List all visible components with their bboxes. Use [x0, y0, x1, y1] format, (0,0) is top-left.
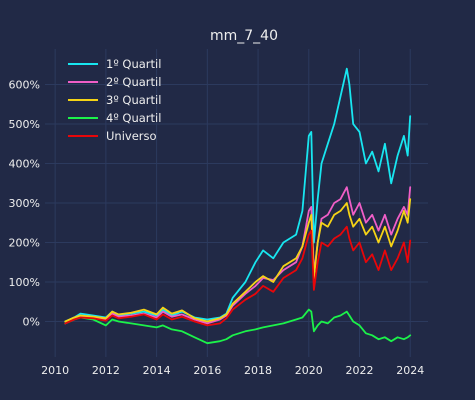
y-tick-label: 400%: [9, 158, 40, 171]
legend-item: 4º Quartil: [68, 111, 161, 125]
x-tick-label: 2024: [396, 364, 424, 377]
legend-label: Universo: [106, 129, 157, 143]
x-tick-label: 2010: [41, 364, 69, 377]
x-tick-label: 2018: [244, 364, 272, 377]
y-tick-label: 0%: [23, 315, 40, 328]
series-line-2: [64, 198, 412, 323]
legend-label: 1º Quartil: [106, 57, 161, 71]
series-line-3: [64, 308, 412, 345]
legend-item: 1º Quartil: [68, 57, 161, 71]
series-line-4: [64, 225, 412, 327]
x-tick-label: 2020: [295, 364, 323, 377]
legend: 1º Quartil 2º Quartil 3º Quartil 4º Quartil…: [68, 57, 161, 143]
series-line-1: [64, 186, 412, 325]
x-tick-label: 2014: [143, 364, 171, 377]
x-axis: 2010 2012 2014 2016 2018 2020 2022 2024: [41, 364, 424, 377]
legend-label: 4º Quartil: [106, 111, 161, 125]
legend-label: 3º Quartil: [106, 93, 161, 107]
legend-item: 3º Quartil: [68, 93, 161, 107]
legend-label: 2º Quartil: [106, 75, 161, 89]
y-tick-label: 500%: [9, 118, 40, 131]
y-tick-label: 600%: [9, 79, 40, 92]
legend-item: Universo: [68, 129, 157, 143]
x-tick-label: 2012: [92, 364, 120, 377]
chart-title: mm_7_40: [210, 28, 278, 44]
y-tick-label: 200%: [9, 236, 40, 249]
y-axis: 0% 100% 200% 300% 400% 500% 600%: [9, 79, 40, 329]
y-tick-label: 100%: [9, 276, 40, 289]
series-lines: [64, 67, 412, 345]
x-tick-label: 2022: [346, 364, 374, 377]
series-line-0: [64, 67, 412, 323]
y-tick-label: 300%: [9, 197, 40, 210]
x-tick-label: 2016: [193, 364, 221, 377]
legend-item: 2º Quartil: [68, 75, 161, 89]
